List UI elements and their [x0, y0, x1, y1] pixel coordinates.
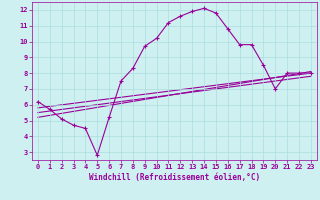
X-axis label: Windchill (Refroidissement éolien,°C): Windchill (Refroidissement éolien,°C) [89, 173, 260, 182]
